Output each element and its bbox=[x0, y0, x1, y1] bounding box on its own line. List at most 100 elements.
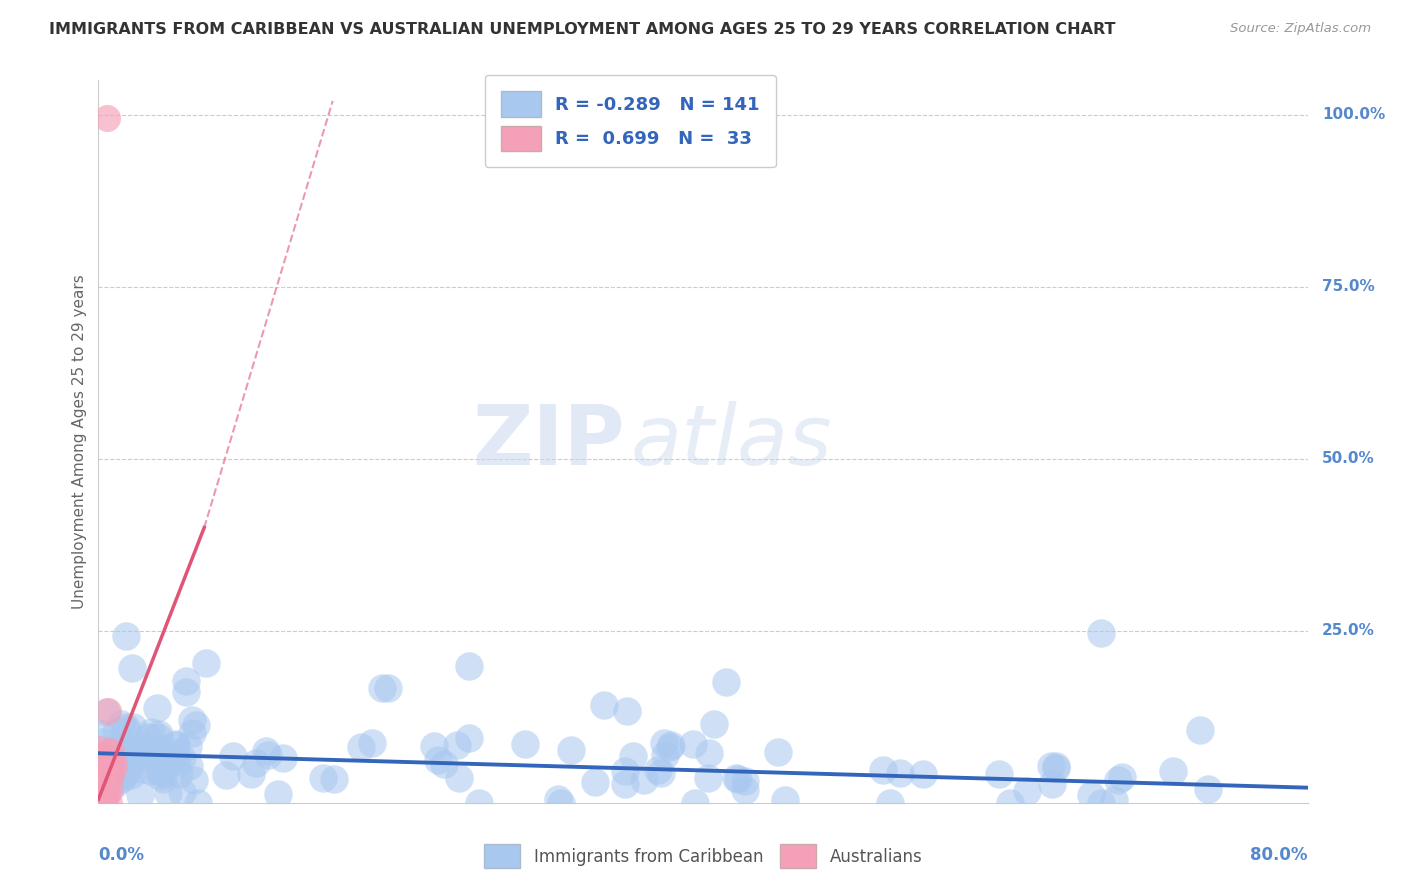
Point bbox=[1163, 764, 1185, 778]
Point bbox=[513, 737, 536, 751]
Point bbox=[766, 745, 789, 759]
Point bbox=[1197, 782, 1219, 797]
Point bbox=[98, 756, 121, 771]
Point bbox=[165, 746, 187, 760]
Point bbox=[139, 725, 162, 739]
Point bbox=[1090, 626, 1112, 640]
Point bbox=[174, 674, 197, 689]
Point bbox=[613, 777, 636, 791]
Point bbox=[105, 772, 128, 786]
Point bbox=[377, 681, 399, 695]
Point bbox=[152, 765, 174, 780]
Text: 50.0%: 50.0% bbox=[1322, 451, 1375, 467]
Point bbox=[446, 738, 468, 752]
Point bbox=[703, 717, 725, 731]
Text: Source: ZipAtlas.com: Source: ZipAtlas.com bbox=[1230, 22, 1371, 36]
Point bbox=[110, 772, 132, 786]
Point bbox=[267, 787, 290, 801]
Point bbox=[170, 785, 193, 799]
Point bbox=[159, 755, 181, 769]
Point bbox=[110, 741, 132, 756]
Point bbox=[1017, 784, 1039, 798]
Point bbox=[91, 796, 114, 810]
Point bbox=[148, 730, 170, 744]
Point bbox=[93, 772, 115, 786]
Point bbox=[129, 747, 152, 761]
Point bbox=[98, 782, 121, 797]
Point bbox=[547, 792, 569, 806]
Point bbox=[458, 731, 481, 745]
Point bbox=[912, 767, 935, 781]
Point bbox=[654, 747, 676, 762]
Text: IMMIGRANTS FROM CARIBBEAN VS AUSTRALIAN UNEMPLOYMENT AMONG AGES 25 TO 29 YEARS C: IMMIGRANTS FROM CARIBBEAN VS AUSTRALIAN … bbox=[49, 22, 1116, 37]
Point bbox=[100, 766, 122, 780]
Point bbox=[87, 776, 110, 790]
Point bbox=[1107, 773, 1129, 788]
Point bbox=[1000, 796, 1022, 810]
Legend: Immigrants from Caribbean, Australians: Immigrants from Caribbean, Australians bbox=[477, 838, 929, 875]
Point bbox=[152, 772, 174, 786]
Point bbox=[122, 741, 145, 756]
Point bbox=[685, 796, 707, 810]
Point bbox=[146, 747, 169, 761]
Point bbox=[90, 759, 112, 773]
Text: ZIP: ZIP bbox=[472, 401, 624, 482]
Point bbox=[239, 767, 262, 781]
Point bbox=[180, 714, 202, 728]
Point bbox=[89, 793, 111, 807]
Point bbox=[447, 772, 470, 786]
Point bbox=[734, 782, 756, 797]
Point bbox=[360, 736, 382, 750]
Point bbox=[128, 788, 150, 802]
Point bbox=[97, 704, 120, 718]
Point bbox=[616, 704, 638, 718]
Point bbox=[323, 772, 346, 787]
Point bbox=[136, 730, 159, 744]
Point bbox=[271, 750, 294, 764]
Point bbox=[93, 766, 115, 780]
Point bbox=[245, 756, 267, 771]
Point bbox=[96, 785, 118, 799]
Point bbox=[254, 744, 277, 758]
Point bbox=[105, 769, 128, 783]
Point bbox=[879, 796, 901, 810]
Point bbox=[101, 755, 124, 769]
Point bbox=[172, 751, 194, 765]
Point bbox=[1111, 770, 1133, 784]
Point bbox=[427, 753, 450, 767]
Text: 100.0%: 100.0% bbox=[1322, 107, 1385, 122]
Point bbox=[98, 758, 121, 772]
Point bbox=[163, 738, 186, 752]
Point bbox=[174, 685, 197, 699]
Point bbox=[1090, 796, 1112, 810]
Text: 80.0%: 80.0% bbox=[1250, 847, 1308, 864]
Point bbox=[583, 775, 606, 789]
Point bbox=[94, 796, 117, 810]
Point bbox=[652, 736, 675, 750]
Text: 0.0%: 0.0% bbox=[98, 847, 145, 864]
Point bbox=[89, 742, 111, 756]
Point bbox=[1045, 762, 1067, 776]
Point bbox=[149, 764, 172, 778]
Point bbox=[149, 769, 172, 783]
Point bbox=[257, 747, 280, 762]
Point bbox=[658, 739, 681, 754]
Point bbox=[889, 765, 911, 780]
Y-axis label: Unemployment Among Ages 25 to 29 years: Unemployment Among Ages 25 to 29 years bbox=[72, 274, 87, 609]
Point bbox=[194, 656, 217, 670]
Point bbox=[91, 792, 114, 806]
Point bbox=[988, 767, 1011, 781]
Point bbox=[91, 727, 114, 741]
Text: 75.0%: 75.0% bbox=[1322, 279, 1375, 294]
Point bbox=[89, 796, 111, 810]
Point bbox=[152, 757, 174, 772]
Point bbox=[647, 764, 669, 778]
Point bbox=[114, 752, 136, 766]
Point bbox=[90, 777, 112, 791]
Point bbox=[91, 735, 114, 749]
Point bbox=[177, 759, 200, 773]
Point bbox=[148, 727, 170, 741]
Point bbox=[650, 766, 672, 780]
Point bbox=[1080, 789, 1102, 803]
Point bbox=[98, 796, 121, 810]
